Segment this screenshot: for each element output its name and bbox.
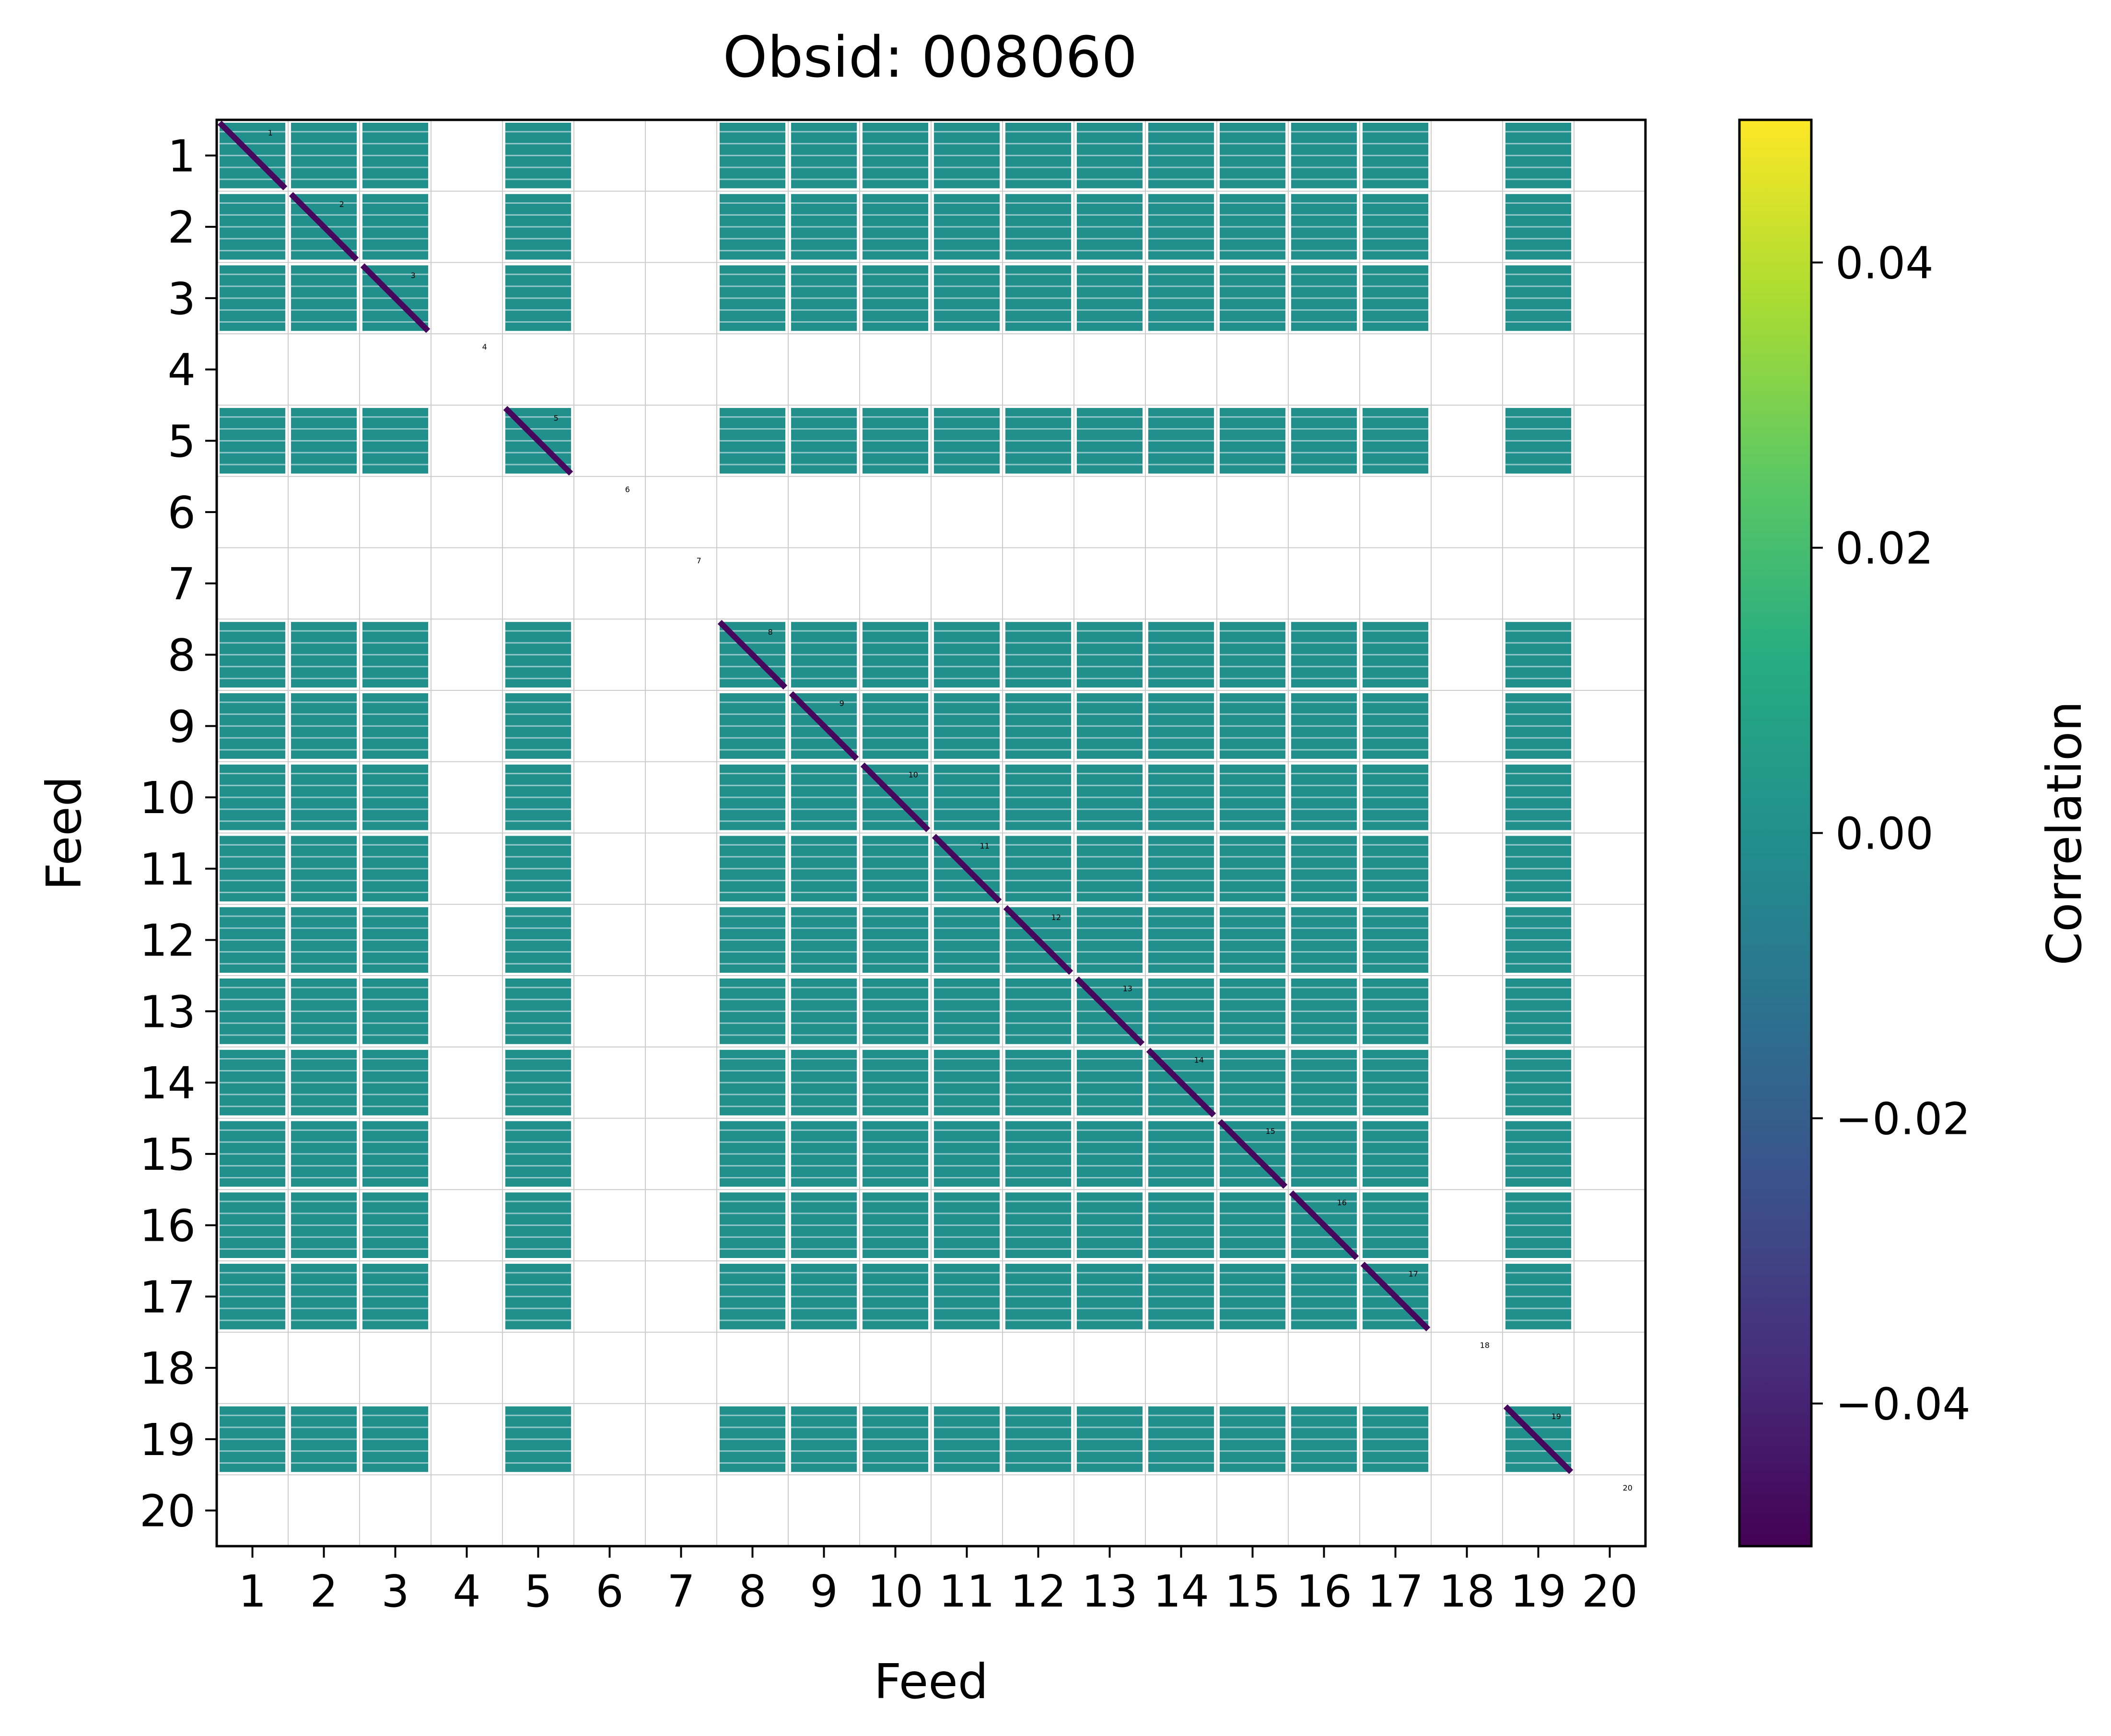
diagonal-cell xyxy=(289,192,359,262)
y-tick-label: 2 xyxy=(167,202,196,253)
x-axis-label: Feed xyxy=(874,1654,989,1710)
diagonal-label: 6 xyxy=(625,485,630,494)
diagonal-cell xyxy=(1360,1261,1431,1331)
x-tick-label: 15 xyxy=(1225,1566,1281,1617)
diagonal-label: 13 xyxy=(1123,984,1132,993)
x-tick-label: 14 xyxy=(1153,1566,1209,1617)
diagonal-cell xyxy=(1503,1404,1574,1474)
diagonal-cell xyxy=(1289,1190,1359,1260)
x-tick-label: 16 xyxy=(1296,1566,1352,1617)
x-tick-label: 17 xyxy=(1367,1566,1423,1617)
y-tick-label: 5 xyxy=(167,416,196,467)
diagonal-label: 4 xyxy=(482,342,487,351)
x-tick-label: 12 xyxy=(1010,1566,1066,1617)
diagonal-cell xyxy=(1146,1048,1216,1118)
colorbar-tick-label: −0.02 xyxy=(1835,1094,1971,1145)
y-tick-label: 7 xyxy=(167,559,196,610)
diagonal-cell xyxy=(217,120,288,190)
diagonal-label: 3 xyxy=(411,271,416,280)
y-tick-label: 8 xyxy=(167,630,196,681)
diagonal-label: 9 xyxy=(840,699,844,708)
diagonal-label: 8 xyxy=(768,628,773,637)
x-tick-label: 9 xyxy=(810,1566,838,1617)
y-tick-label: 15 xyxy=(140,1129,196,1180)
diagonal-label: 2 xyxy=(339,199,344,209)
diagonal-label: 18 xyxy=(1480,1340,1490,1350)
diagonal-label: 12 xyxy=(1051,913,1061,922)
y-axis-label: Feed xyxy=(36,776,92,891)
diagonal-cell xyxy=(717,620,788,690)
x-axis-ticks: 1 2 3 4 5 6 7 8 9 10 11 12 13 14 15 16 17 18 19 20 xyxy=(238,1546,1638,1617)
diagonal-cell xyxy=(789,691,859,761)
y-tick-label: 4 xyxy=(167,345,196,396)
diagonal-label: 5 xyxy=(554,414,559,423)
x-tick-label: 19 xyxy=(1510,1566,1566,1617)
y-tick-label: 17 xyxy=(140,1271,196,1323)
colorbar-tick-label: 0.04 xyxy=(1835,238,1934,289)
y-tick-label: 14 xyxy=(140,1058,196,1109)
x-tick-label: 1 xyxy=(238,1566,267,1617)
y-tick-label: 10 xyxy=(140,772,196,824)
y-tick-label: 12 xyxy=(140,915,196,967)
y-tick-label: 13 xyxy=(140,986,196,1037)
diagonal-label: 11 xyxy=(980,841,990,851)
diagonal-cell xyxy=(932,834,1002,904)
chart-title: Obsid: 008060 xyxy=(723,24,1138,90)
colorbar xyxy=(1738,118,1813,1548)
x-tick-label: 5 xyxy=(524,1566,552,1617)
diagonal-label: 7 xyxy=(697,556,701,565)
y-tick-label: 18 xyxy=(140,1343,196,1394)
diagonal-cell xyxy=(1074,976,1145,1046)
diagonal-label: 19 xyxy=(1551,1412,1561,1421)
diagonal-cell xyxy=(860,762,931,832)
diagonal-label: 10 xyxy=(909,770,918,779)
diagonal-label: 20 xyxy=(1623,1483,1633,1492)
plot-frame xyxy=(215,118,1647,1548)
x-tick-label: 7 xyxy=(667,1566,695,1617)
diagonal-cell xyxy=(503,406,573,476)
y-tick-label: 16 xyxy=(140,1200,196,1252)
colorbar-ticks: −0.04 −0.02 0.00 0.02 0.04 xyxy=(1811,238,1971,1430)
y-tick-label: 19 xyxy=(140,1414,196,1466)
diagonal-cell xyxy=(360,263,431,333)
x-tick-label: 8 xyxy=(738,1566,767,1617)
colorbar-tick-label: −0.04 xyxy=(1835,1379,1971,1430)
y-tick-label: 20 xyxy=(140,1486,196,1537)
x-tick-label: 2 xyxy=(310,1566,338,1617)
diagonal-cell xyxy=(1003,905,1073,975)
y-tick-label: 6 xyxy=(167,487,196,538)
diagonal-label: 17 xyxy=(1409,1270,1418,1279)
colorbar-tick-label: 0.00 xyxy=(1835,808,1934,860)
heatmap-cells xyxy=(217,120,1574,1474)
diagonal-label: 15 xyxy=(1266,1127,1275,1136)
heatmap-grid xyxy=(217,120,1645,1546)
x-tick-label: 13 xyxy=(1082,1566,1138,1617)
y-tick-label: 9 xyxy=(167,701,196,752)
y-tick-label: 3 xyxy=(167,273,196,325)
y-tick-label: 1 xyxy=(167,130,196,182)
colorbar-label: Correlation xyxy=(2036,701,2092,965)
diagonal-label: 14 xyxy=(1194,1055,1204,1064)
y-tick-label: 11 xyxy=(140,844,196,895)
colorbar-tick-label: 0.02 xyxy=(1835,523,1934,574)
diagonal-cell xyxy=(1217,1119,1288,1189)
x-tick-label: 20 xyxy=(1582,1566,1638,1617)
x-tick-label: 18 xyxy=(1439,1566,1495,1617)
x-tick-label: 11 xyxy=(939,1566,995,1617)
x-tick-label: 3 xyxy=(381,1566,409,1617)
x-tick-label: 10 xyxy=(867,1566,923,1617)
x-tick-label: 6 xyxy=(595,1566,624,1617)
x-tick-label: 4 xyxy=(453,1566,481,1617)
diagonal-label: 16 xyxy=(1337,1198,1347,1207)
diagonal-label: 1 xyxy=(268,128,273,138)
